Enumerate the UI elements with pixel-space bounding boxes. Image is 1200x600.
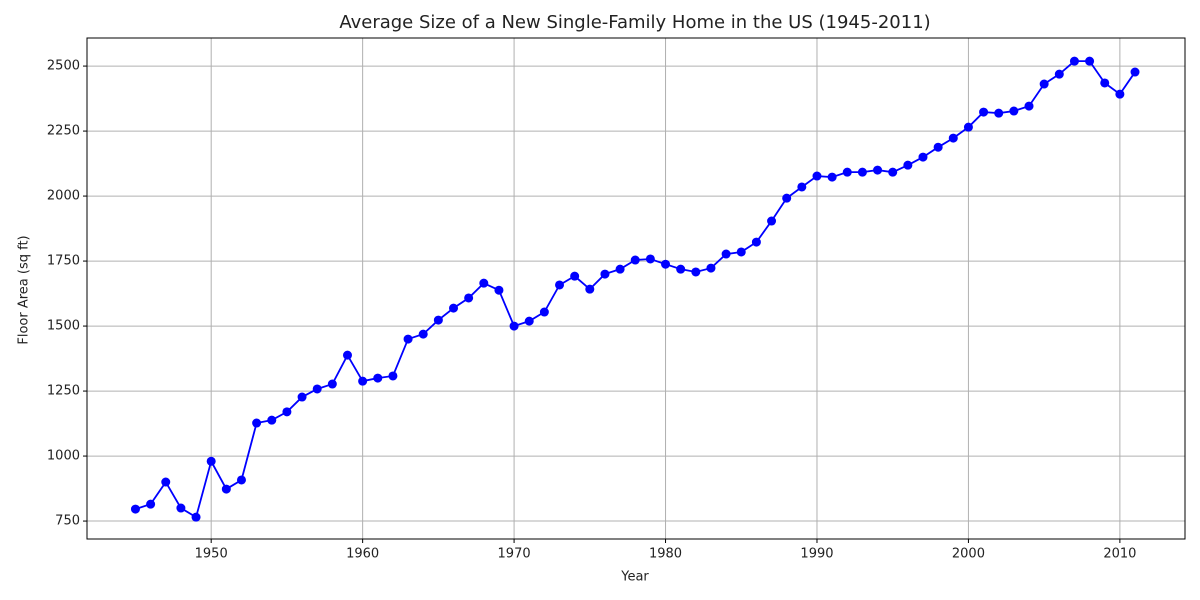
y-tick-label: 2250	[47, 124, 80, 139]
data-point	[691, 267, 701, 277]
data-point	[812, 171, 822, 181]
data-point	[827, 172, 837, 182]
y-tick-label: 1750	[47, 254, 80, 269]
data-point	[236, 475, 246, 485]
data-point	[433, 315, 443, 325]
data-point	[494, 285, 504, 295]
y-tick-label: 1500	[47, 319, 80, 334]
data-point	[706, 263, 716, 273]
data-point	[312, 384, 322, 394]
x-tick-label: 1990	[800, 547, 833, 562]
data-point	[161, 477, 171, 487]
data-point	[645, 254, 655, 264]
data-point	[615, 264, 625, 274]
y-tick-label: 1250	[47, 384, 80, 399]
data-point	[994, 108, 1004, 118]
x-tick-label: 1980	[649, 547, 682, 562]
x-tick-label: 1960	[346, 547, 379, 562]
x-tick-label: 1950	[195, 547, 228, 562]
data-point	[449, 303, 459, 313]
data-point	[130, 504, 140, 514]
data-point	[464, 293, 474, 303]
data-point	[1009, 106, 1019, 116]
y-axis-label: Floor Area (sq ft)	[17, 235, 32, 344]
data-point	[267, 415, 277, 425]
data-point	[933, 142, 943, 152]
data-point	[206, 456, 216, 466]
data-point	[282, 407, 292, 417]
y-tick-label: 2000	[47, 189, 80, 204]
data-point	[146, 499, 156, 509]
plot-frame	[86, 37, 1186, 540]
data-point	[1069, 56, 1079, 66]
data-point	[221, 484, 231, 494]
y-tick-label: 2500	[47, 59, 80, 74]
data-point	[555, 280, 565, 290]
data-point	[767, 216, 777, 226]
data-point	[661, 259, 671, 269]
data-point	[1039, 79, 1049, 89]
data-point	[676, 264, 686, 274]
data-point	[782, 193, 792, 203]
data-line	[135, 60, 1136, 519]
data-point	[539, 307, 549, 317]
data-point	[358, 376, 368, 386]
data-point	[327, 379, 337, 389]
data-point	[721, 249, 731, 259]
data-point	[751, 237, 761, 247]
data-point	[191, 512, 201, 522]
data-point	[297, 392, 307, 402]
data-point	[857, 167, 867, 177]
data-point	[979, 107, 989, 117]
data-point	[176, 503, 186, 513]
data-point	[948, 133, 958, 143]
data-point	[1115, 89, 1125, 99]
data-point	[873, 165, 883, 175]
data-point	[918, 152, 928, 162]
data-point	[1054, 69, 1064, 79]
data-point	[388, 371, 398, 381]
x-tick-label: 1970	[498, 547, 531, 562]
data-point	[570, 271, 580, 281]
y-tick-label: 1000	[47, 449, 80, 464]
data-point	[252, 418, 262, 428]
data-point	[585, 284, 595, 294]
data-point	[1085, 56, 1095, 66]
data-point	[403, 334, 413, 344]
data-point	[842, 167, 852, 177]
chart-title: Average Size of a New Single-Family Home…	[339, 12, 930, 33]
data-point	[509, 321, 519, 331]
x-tick-label: 2010	[1103, 547, 1136, 562]
data-point	[479, 278, 489, 288]
x-axis-label: Year	[620, 570, 649, 585]
data-point	[600, 269, 610, 279]
data-point	[342, 350, 352, 360]
data-point	[736, 247, 746, 257]
x-tick-label: 2000	[952, 547, 985, 562]
data-point	[1130, 67, 1140, 77]
y-tick-label: 750	[55, 514, 80, 529]
data-point	[1024, 101, 1034, 111]
data-point	[963, 122, 973, 132]
data-point	[903, 160, 913, 170]
data-point	[888, 167, 898, 177]
data-point	[797, 182, 807, 192]
data-point	[524, 316, 534, 326]
data-point	[373, 373, 383, 383]
data-point	[630, 255, 640, 265]
data-point	[418, 329, 428, 339]
data-point	[1100, 78, 1110, 88]
